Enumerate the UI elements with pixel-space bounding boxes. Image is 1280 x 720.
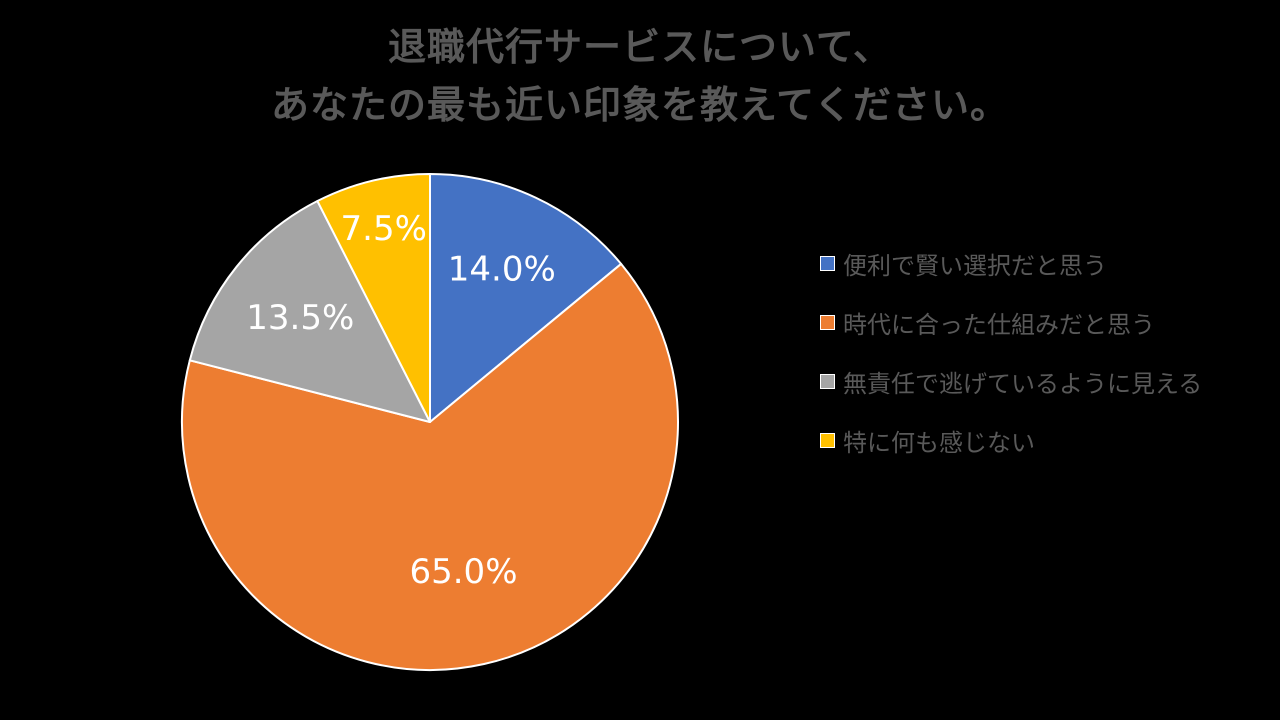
legend-swatch <box>820 432 835 448</box>
legend-item: 無責任で逃げているように見える <box>820 366 1270 398</box>
chart-title: 退職代行サービスについて、 あなたの最も近い印象を教えてください。 <box>0 18 1280 134</box>
slice-value-label: 7.5% <box>341 209 427 249</box>
slice-value-label: 14.0% <box>448 249 556 289</box>
pie-slice <box>316 173 431 423</box>
chart-legend: 便利で賢い選択だと思う 時代に合った仕組みだと思う 無責任で逃げているように見え… <box>820 248 1270 484</box>
slice-value-label: 13.5% <box>246 298 354 338</box>
chart-title-line-1: 退職代行サービスについて、 <box>388 24 892 69</box>
chart-title-line-2: あなたの最も近い印象を教えてください。 <box>271 82 1009 127</box>
legend-label: 時代に合った仕組みだと思う <box>843 310 1155 339</box>
legend-swatch <box>820 314 835 330</box>
legend-swatch <box>820 373 835 389</box>
pie-slice <box>188 200 431 423</box>
pie-slice <box>181 262 679 671</box>
legend-label: 特に何も感じない <box>843 428 1035 457</box>
legend-item: 便利で賢い選択だと思う <box>820 248 1270 280</box>
legend-label: 便利で賢い選択だと思う <box>843 251 1107 280</box>
legend-swatch <box>820 255 835 271</box>
slice-value-label: 65.0% <box>409 552 517 592</box>
pie-slice <box>429 173 623 423</box>
legend-item: 特に何も感じない <box>820 425 1270 457</box>
legend-item: 時代に合った仕組みだと思う <box>820 307 1270 339</box>
legend-label: 無責任で逃げているように見える <box>843 369 1203 398</box>
